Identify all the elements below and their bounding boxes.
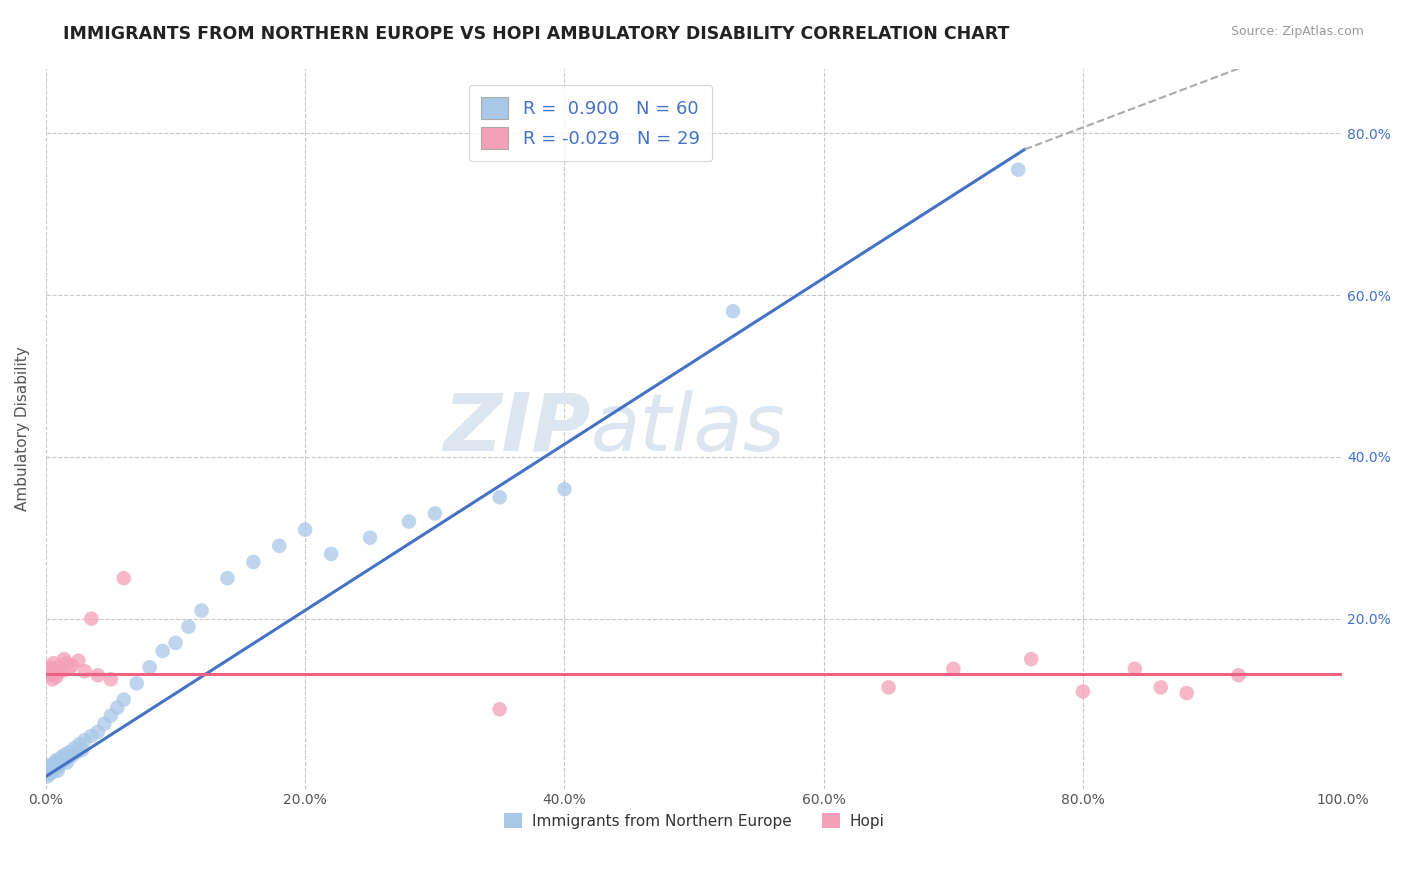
Point xyxy=(190,603,212,617)
Point xyxy=(42,759,65,773)
Point xyxy=(87,725,110,739)
Point xyxy=(38,765,60,780)
Point xyxy=(53,652,76,666)
Point xyxy=(93,716,115,731)
Point xyxy=(87,668,110,682)
Point xyxy=(46,764,69,778)
Point xyxy=(38,762,60,776)
Point xyxy=(73,733,96,747)
Point xyxy=(1071,684,1094,698)
Point xyxy=(1227,668,1250,682)
Point xyxy=(37,765,59,780)
Point xyxy=(112,692,135,706)
Point xyxy=(60,658,83,673)
Point xyxy=(177,620,200,634)
Point xyxy=(39,766,62,780)
Point xyxy=(48,753,70,767)
Point xyxy=(1150,681,1173,695)
Point xyxy=(38,660,60,674)
Point xyxy=(1007,162,1029,177)
Point xyxy=(72,742,94,756)
Point xyxy=(42,763,65,777)
Point xyxy=(488,702,510,716)
Point xyxy=(55,656,77,670)
Text: IMMIGRANTS FROM NORTHERN EUROPE VS HOPI AMBULATORY DISABILITY CORRELATION CHART: IMMIGRANTS FROM NORTHERN EUROPE VS HOPI … xyxy=(63,25,1010,43)
Point xyxy=(56,751,79,765)
Point xyxy=(488,490,510,504)
Point xyxy=(55,756,77,770)
Point xyxy=(39,662,62,676)
Point xyxy=(45,670,67,684)
Point xyxy=(37,769,59,783)
Point xyxy=(359,531,381,545)
Point xyxy=(100,673,122,687)
Point xyxy=(41,673,63,687)
Point xyxy=(37,664,59,678)
Point xyxy=(165,636,187,650)
Point xyxy=(66,745,89,759)
Legend: Immigrants from Northern Europe, Hopi: Immigrants from Northern Europe, Hopi xyxy=(498,806,890,835)
Y-axis label: Ambulatory Disability: Ambulatory Disability xyxy=(15,346,30,511)
Point xyxy=(125,676,148,690)
Point xyxy=(152,644,174,658)
Point xyxy=(217,571,239,585)
Text: Source: ZipAtlas.com: Source: ZipAtlas.com xyxy=(1230,25,1364,38)
Point xyxy=(112,571,135,585)
Point xyxy=(1175,686,1198,700)
Point xyxy=(877,681,900,695)
Point xyxy=(38,759,60,773)
Point xyxy=(45,753,67,767)
Text: ZIP: ZIP xyxy=(443,390,591,467)
Point xyxy=(553,482,575,496)
Point xyxy=(942,662,965,676)
Point xyxy=(51,751,73,765)
Point xyxy=(73,664,96,678)
Point xyxy=(37,761,59,775)
Point xyxy=(63,741,86,756)
Point xyxy=(105,700,128,714)
Point xyxy=(69,737,91,751)
Point xyxy=(60,749,83,764)
Point xyxy=(38,767,60,781)
Point xyxy=(80,612,103,626)
Point xyxy=(55,747,77,762)
Point xyxy=(269,539,291,553)
Point xyxy=(41,757,63,772)
Point xyxy=(321,547,343,561)
Point xyxy=(721,304,744,318)
Point xyxy=(80,729,103,743)
Text: atlas: atlas xyxy=(591,390,785,467)
Point xyxy=(42,656,65,670)
Point xyxy=(49,756,72,770)
Point xyxy=(398,515,420,529)
Point xyxy=(1019,652,1042,666)
Point xyxy=(51,664,73,678)
Point xyxy=(41,764,63,779)
Point xyxy=(138,660,160,674)
Point xyxy=(44,666,66,681)
Point xyxy=(38,668,60,682)
Point xyxy=(48,759,70,773)
Point xyxy=(242,555,264,569)
Point xyxy=(46,757,69,772)
Point xyxy=(53,753,76,767)
Point xyxy=(52,749,75,764)
Point xyxy=(100,708,122,723)
Point xyxy=(294,523,316,537)
Point xyxy=(38,764,60,778)
Point xyxy=(39,760,62,774)
Point xyxy=(1123,662,1146,676)
Point xyxy=(44,756,66,770)
Point xyxy=(44,761,66,775)
Point xyxy=(45,760,67,774)
Point xyxy=(48,660,70,674)
Point xyxy=(67,654,90,668)
Point xyxy=(423,507,446,521)
Point xyxy=(58,745,80,759)
Point xyxy=(58,662,80,676)
